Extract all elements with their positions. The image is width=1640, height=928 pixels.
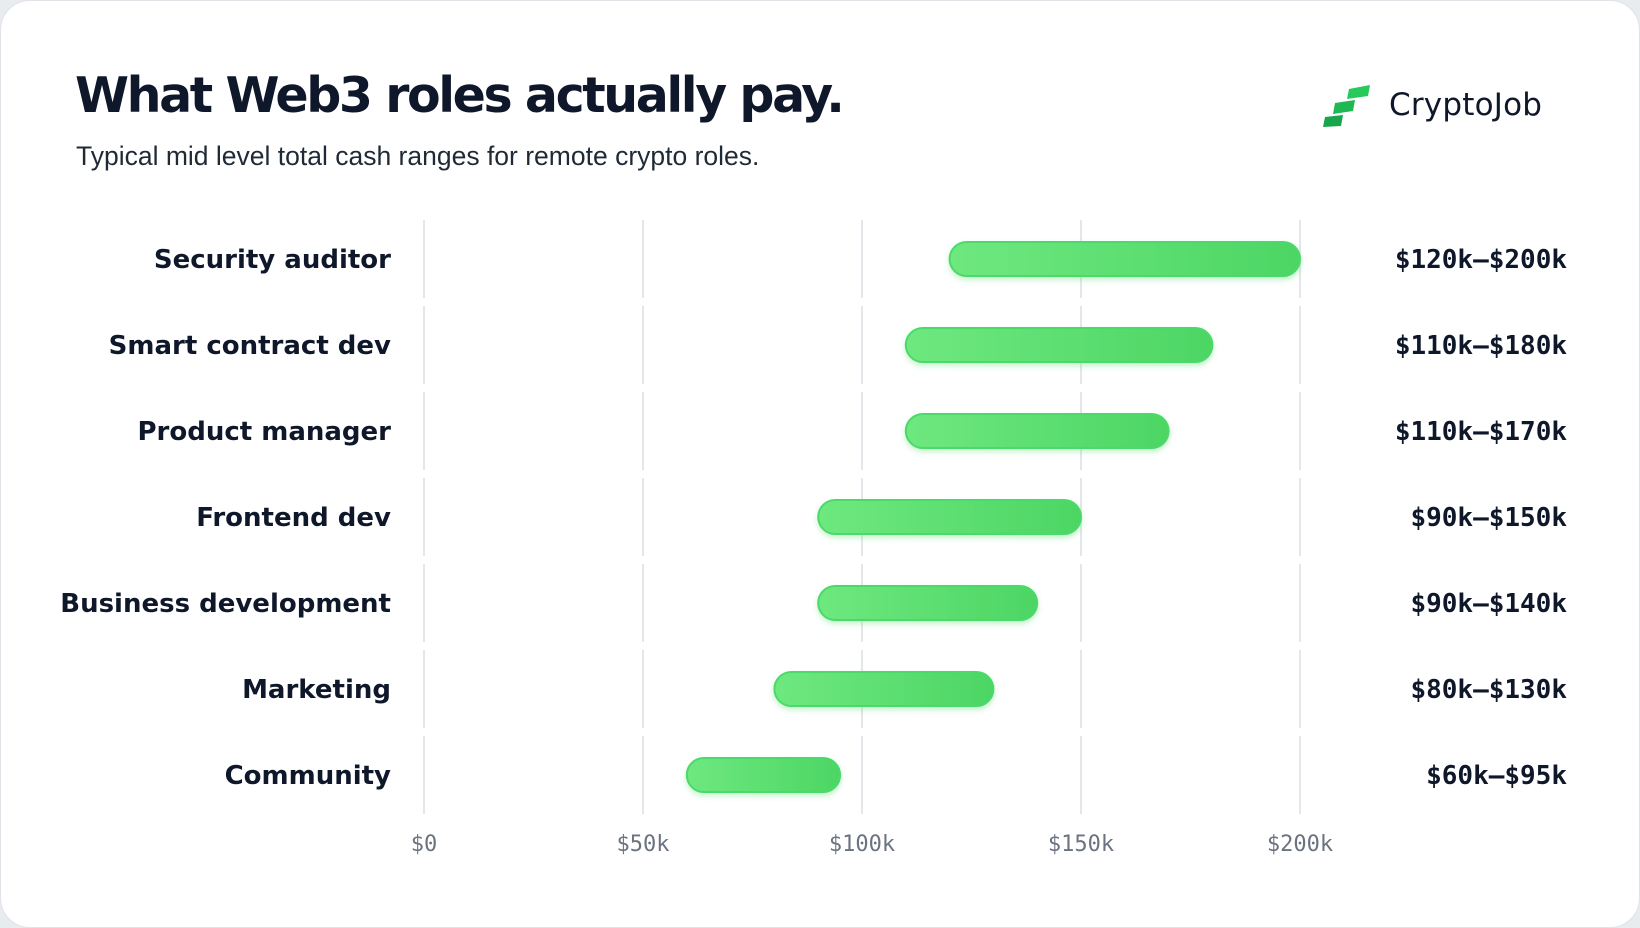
range-value-label: $110k–$170k: [1395, 417, 1568, 447]
brand-logo: CryptoJob: [1323, 81, 1542, 129]
range-bar: [948, 241, 1301, 277]
range-bar: [685, 757, 842, 793]
chart-subtitle: Typical mid level total cash ranges for …: [76, 141, 760, 171]
range-bar: [773, 671, 995, 707]
range-bar: [904, 327, 1214, 363]
x-tick-label: $0: [411, 832, 438, 857]
range-value-label: $120k–$200k: [1395, 245, 1568, 275]
chart-title: What Web3 roles actually pay.: [75, 67, 845, 124]
range-bar: [904, 413, 1170, 449]
range-bar: [817, 499, 1082, 535]
range-value-label: $60k–$95k: [1426, 761, 1567, 791]
range-value-label: $110k–$180k: [1395, 331, 1568, 361]
role-label: Business development: [60, 589, 391, 619]
role-label: Product manager: [137, 417, 391, 447]
brand-name: CryptoJob: [1389, 87, 1543, 123]
role-label: Community: [225, 761, 391, 791]
bars: [685, 241, 1301, 793]
range-value-label: $80k–$130k: [1410, 675, 1567, 705]
labels: $0 $50k $100k $150k $200k Security auditor $12…: [60, 245, 1567, 857]
range-value-label: $90k–$140k: [1410, 589, 1567, 619]
role-label: Frontend dev: [196, 503, 391, 533]
x-tick-label: $50k: [617, 832, 670, 857]
x-tick-label: $200k: [1267, 832, 1333, 857]
x-tick-label: $100k: [829, 832, 895, 857]
x-tick-label: $150k: [1048, 832, 1114, 857]
role-label: Marketing: [242, 675, 391, 705]
range-bar: [817, 585, 1039, 621]
role-label: Security auditor: [154, 245, 391, 275]
role-label: Smart contract dev: [109, 331, 391, 361]
range-value-label: $90k–$150k: [1410, 503, 1567, 533]
stairs-logo-icon: [1323, 85, 1370, 127]
